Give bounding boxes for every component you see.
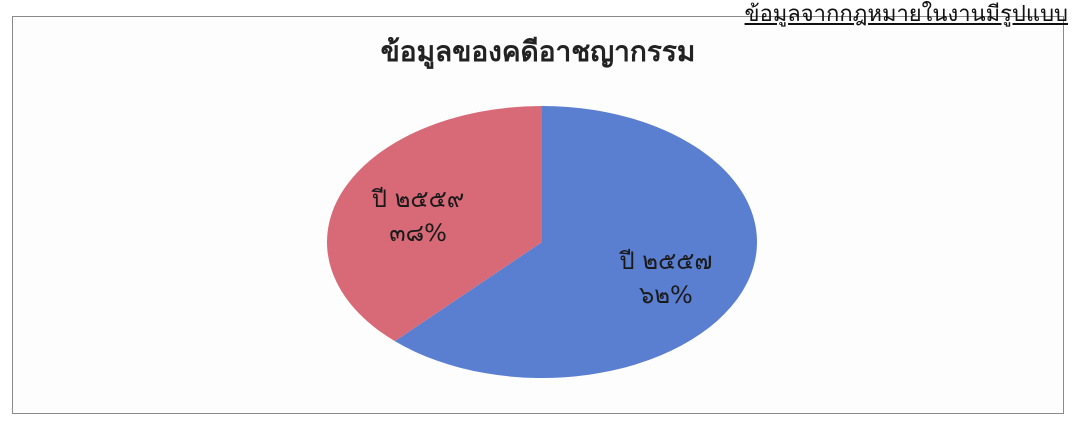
header-cut-text: ข้อมูลจากกฎหมายในงานมีรูปแบบ bbox=[744, 2, 1068, 27]
slice-label-name-1: ปี ๒๕๕๗ bbox=[618, 247, 712, 275]
pie-slice-2 bbox=[327, 106, 542, 342]
slice-label-value-1: ๖๒% bbox=[639, 281, 693, 309]
pie-slice-1 bbox=[394, 106, 757, 378]
slice-label-value-2: ๓๘% bbox=[389, 219, 447, 247]
chart-title: ข้อมูลของคดีอาชญากรรม bbox=[380, 35, 696, 68]
slice-label-name-2: ปี ๒๕๕๙ bbox=[371, 185, 465, 213]
